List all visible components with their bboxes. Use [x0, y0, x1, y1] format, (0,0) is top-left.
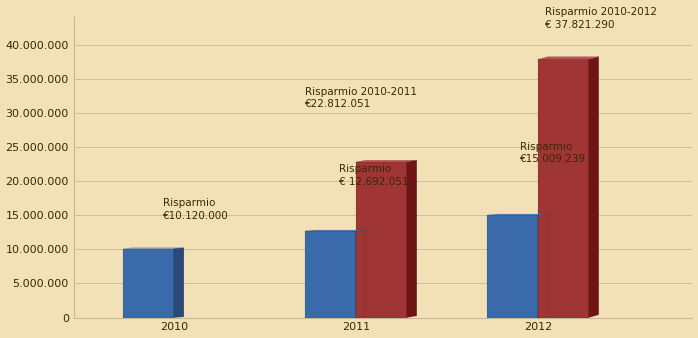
Polygon shape: [356, 160, 417, 162]
Polygon shape: [487, 214, 548, 215]
Polygon shape: [305, 231, 356, 318]
Polygon shape: [123, 248, 174, 318]
Text: Risparmio
€ 12.692.051: Risparmio € 12.692.051: [339, 164, 409, 187]
Polygon shape: [407, 160, 417, 318]
Text: Risparmio
€10.120.000: Risparmio €10.120.000: [163, 198, 229, 221]
Polygon shape: [487, 215, 537, 318]
Polygon shape: [356, 230, 366, 318]
Polygon shape: [174, 248, 184, 318]
Text: Risparmio
€15.009.239: Risparmio €15.009.239: [519, 142, 586, 164]
Polygon shape: [537, 59, 588, 318]
Polygon shape: [537, 214, 548, 318]
Text: Risparmio 2010-2012
€ 37.821.290: Risparmio 2010-2012 € 37.821.290: [545, 7, 657, 30]
Text: Risparmio 2010-2011
€22.812.051: Risparmio 2010-2011 €22.812.051: [305, 87, 417, 110]
Polygon shape: [356, 162, 407, 318]
Polygon shape: [305, 230, 366, 231]
Polygon shape: [588, 57, 599, 318]
Polygon shape: [537, 57, 599, 59]
